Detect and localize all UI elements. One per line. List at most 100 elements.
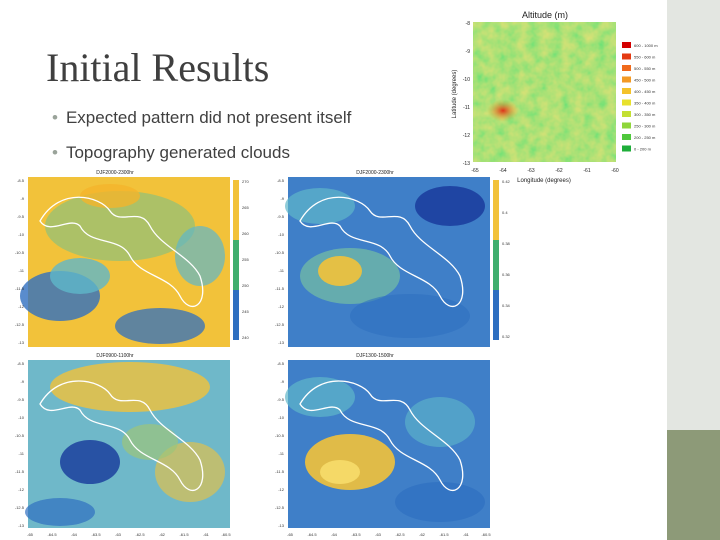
x-tick: -63.5	[91, 532, 101, 537]
y-tick: -12	[278, 487, 285, 492]
map-title: DJF1300-1500hr	[356, 353, 394, 359]
map-terrain-contour	[39, 196, 204, 308]
bullet-list: • Expected pattern did not present itself…	[52, 100, 351, 170]
y-tick: -9.5	[277, 397, 285, 402]
y-tick: -13	[18, 523, 25, 528]
y-tick: -12	[18, 304, 25, 309]
map-title: DJF2000-2300hr	[356, 170, 394, 176]
map-yticks: -8.5 -9 -9.5 -10 -10.5 -11 -11.5 -12 -12…	[15, 178, 25, 345]
x-tick: -61	[203, 532, 210, 537]
altitude-map-title: Altitude (m)	[522, 10, 568, 20]
lat-tick: -13	[463, 161, 470, 167]
x-tick: -65	[287, 532, 294, 537]
map-yticks: -8.5 -9 -9.5 -10 -10.5 -11 -11.5 -12 -12…	[15, 361, 25, 528]
lon-tick: -63	[527, 168, 534, 174]
cbar-tick: 0.38	[502, 241, 511, 246]
map-yticks: -8.5 -9 -9.5 -10 -10.5 -11 -11.5 -12 -12…	[275, 178, 285, 345]
lon-tick: -65	[471, 168, 478, 174]
x-tick: -62	[419, 532, 426, 537]
map-title: DJF2000-2300hr	[96, 170, 134, 176]
legend-swatch	[622, 145, 631, 152]
cbar-tick: 265	[242, 205, 249, 210]
y-tick: -12.5	[275, 322, 285, 327]
y-tick: -11	[279, 451, 285, 456]
cbar-tick: 260	[242, 231, 249, 236]
x-tick: -62	[159, 532, 166, 537]
x-tick: -60.5	[221, 532, 231, 537]
altitude-map-ylabel: Latitude (degrees)	[452, 70, 458, 119]
legend-swatch	[622, 88, 631, 94]
x-tick: -62.5	[395, 532, 405, 537]
y-tick: -10	[278, 415, 285, 420]
cbar-tick: 0.32	[502, 334, 511, 339]
cbar-tick: 0.34	[502, 303, 511, 308]
x-tick: -64	[71, 532, 78, 537]
map-bottom-right: DJF1300-1500hr -8.5 -9 -9.5 -10 -10.5 -1…	[275, 353, 491, 537]
y-tick: -12	[18, 487, 25, 492]
lat-tick: -9	[466, 49, 471, 55]
map-yticks: -8.5 -9 -9.5 -10 -10.5 -11 -11.5 -12 -12…	[275, 361, 285, 528]
y-tick: -13	[278, 340, 285, 345]
altitude-lat-ticks: -8 -9 -10 -11 -12 -13	[463, 21, 470, 167]
legend-swatch	[622, 99, 631, 106]
y-tick: -12.5	[15, 505, 25, 510]
x-tick: -64.5	[307, 532, 317, 537]
y-tick: -12.5	[15, 322, 25, 327]
lat-tick: -10	[463, 77, 470, 83]
colorbar-ticks: 0.42 0.4 0.38 0.36 0.34 0.32	[502, 179, 511, 339]
x-tick: -61.5	[179, 532, 189, 537]
legend-swatch	[622, 53, 631, 60]
legend-label: 350 - 400 m	[634, 101, 656, 106]
altitude-map-xlabel: Longitude (degrees)	[517, 178, 571, 184]
legend-label: 250 - 300 m	[634, 124, 656, 129]
x-tick: -60.5	[481, 532, 491, 537]
legend-swatch	[622, 122, 631, 129]
y-tick: -11.5	[275, 286, 285, 291]
y-tick: -9	[280, 379, 284, 384]
legend-label: 0 - 200 m	[634, 147, 652, 152]
y-tick: -10	[278, 232, 285, 237]
map-cloud-field	[20, 184, 225, 344]
slide-title: Initial Results	[46, 45, 270, 90]
colorbar-ticks: 270 265 260 255 250 245 240	[242, 179, 249, 340]
map-top-left: DJF2000-2300hr -8.5 -9 -9.5 -10 -10.5 -1…	[15, 170, 249, 347]
y-tick: -10	[18, 232, 25, 237]
bullet-text: Topography generated clouds	[65, 143, 290, 162]
map-terrain-contour	[39, 380, 204, 492]
legend-label: 500 - 550 m	[634, 66, 656, 71]
x-tick: -61	[463, 532, 470, 537]
y-tick: -9	[20, 196, 24, 201]
legend-label: 600 - 1000 m	[634, 43, 658, 48]
bullet-text: Expected pattern did not present itself	[65, 108, 352, 127]
altitude-lon-ticks: -65 -64 -63 -62 -61 -60	[471, 168, 618, 174]
y-tick: -12.5	[275, 505, 285, 510]
y-tick: -11.5	[15, 469, 25, 474]
x-tick: -61.5	[439, 532, 449, 537]
cbar-tick: 245	[242, 309, 249, 314]
y-tick: -10.5	[15, 433, 25, 438]
map-colorbar	[493, 180, 499, 340]
y-tick: -12	[278, 304, 285, 309]
altitude-legend: 600 - 1000 m 550 - 600 m 500 - 550 m 450 - …	[622, 42, 658, 152]
y-tick: -10	[18, 415, 25, 420]
legend-label: 200 - 250 m	[634, 135, 656, 140]
x-tick: -63	[375, 532, 382, 537]
y-tick: -8.5	[17, 178, 25, 183]
altitude-map-figure: Altitude (m) Latitude (degrees) Longitud…	[452, 10, 658, 184]
legend-label: 300 - 350 m	[634, 112, 656, 117]
lat-tick: -11	[463, 105, 470, 111]
x-tick: -62.5	[135, 532, 145, 537]
y-tick: -10.5	[275, 250, 285, 255]
y-tick: -9.5	[17, 397, 25, 402]
x-tick: -65	[27, 532, 34, 537]
x-tick: -64	[331, 532, 338, 537]
legend-label: 400 - 450 m	[634, 89, 656, 94]
map-xticks: -65 -64.5 -64 -63.5 -63 -62.5 -62 -61.5 …	[27, 532, 231, 537]
legend-swatch	[622, 42, 631, 48]
y-tick: -11	[279, 268, 285, 273]
legend-swatch	[622, 76, 631, 83]
y-tick: -13	[18, 340, 25, 345]
legend-label: 450 - 500 m	[634, 78, 656, 83]
x-tick: -64.5	[47, 532, 57, 537]
map-title: DJF0900-1100hr	[96, 353, 133, 359]
